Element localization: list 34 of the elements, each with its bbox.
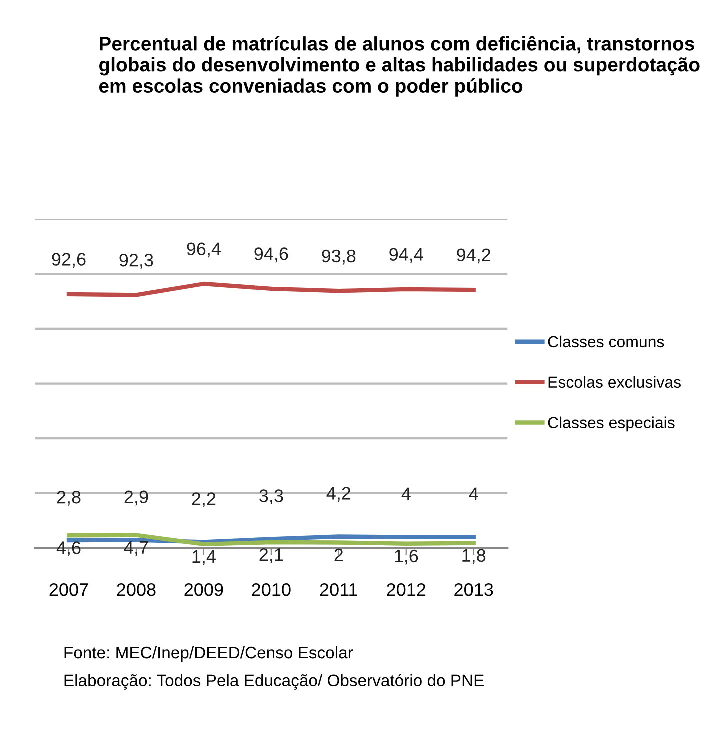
x-tick-label: 2012 <box>387 583 426 596</box>
x-tick-label: 2011 <box>320 583 358 596</box>
data-label: 94,6 <box>254 248 288 263</box>
data-label: 2,9 <box>124 490 148 506</box>
data-label: 2,8 <box>57 490 81 506</box>
data-label: 1,6 <box>395 550 418 565</box>
x-tick-label: 2008 <box>117 583 156 596</box>
data-label: 2,1 <box>260 548 284 564</box>
data-label: 3,3 <box>260 490 284 505</box>
data-label: 93,8 <box>322 250 356 265</box>
data-label: 4,2 <box>326 487 351 502</box>
x-tick-label: 2009 <box>184 583 224 596</box>
data-label: 2,2 <box>192 492 216 508</box>
data-label: 4 <box>469 488 478 500</box>
data-label: 4 <box>402 488 411 500</box>
data-label: 94,2 <box>457 248 491 264</box>
x-tick-label: 2013 <box>454 583 494 596</box>
source-note: Fonte: MEC/Inep/DEED/Censo Escolar <box>64 646 354 662</box>
chart-title: Percentual de matrículas de alunos com deficiência, transtornos globais do desenvolvimento e altas habilidades ou superdotação em escolas conveniadas com o poder público <box>99 36 700 97</box>
data-label: 2 <box>334 548 344 562</box>
legend-label: Escolas exclusivas <box>548 376 681 388</box>
x-tick-label: 2007 <box>50 583 88 596</box>
data-label: 1,4 <box>192 550 216 566</box>
data-label: 92,6 <box>52 253 86 268</box>
data-label: 4,6 <box>56 542 81 557</box>
legend-label: Classes comuns <box>548 336 664 348</box>
data-label: 96,4 <box>187 242 221 258</box>
data-label: 92,3 <box>120 254 154 269</box>
data-label: 94,4 <box>390 248 424 264</box>
text: Elaboração: Todos Pela Educação/ Observatório do PNE <box>64 674 484 690</box>
legend-label: Classes especiais <box>548 416 675 432</box>
data-label: 4,7 <box>124 542 148 556</box>
data-label: 1,8 <box>462 549 486 564</box>
x-tick-label: 2010 <box>252 583 291 596</box>
